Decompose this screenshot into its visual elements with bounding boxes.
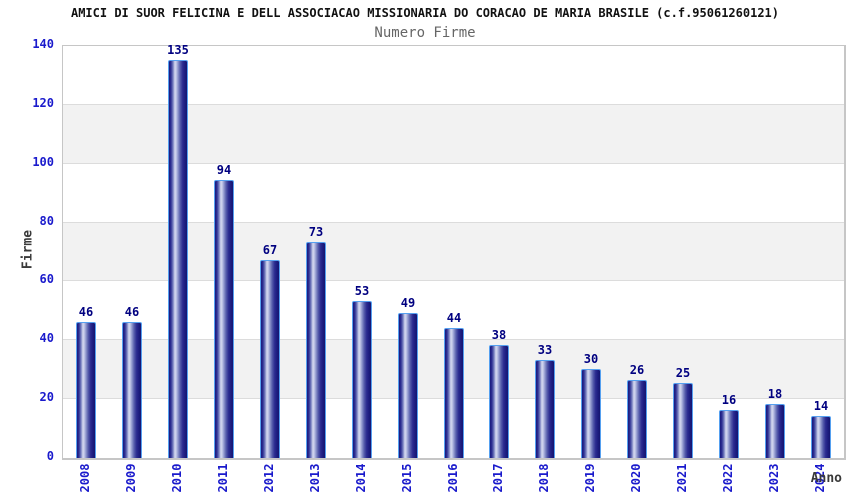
x-axis-title: Anno [810, 471, 842, 486]
bar-value-label: 49 [400, 296, 416, 310]
bar-value-label: 38 [491, 328, 507, 342]
plot-band [63, 104, 844, 164]
chart-title: AMICI DI SUOR FELICINA E DELL ASSOCIACAO… [70, 6, 779, 20]
bar-value-label: 30 [583, 352, 599, 366]
y-tick-label: 40 [39, 331, 54, 346]
bar [398, 313, 418, 458]
gridline [63, 163, 844, 164]
x-tick-label: 2015 [400, 463, 414, 493]
x-tick-label: 2021 [675, 463, 689, 493]
y-tick-label: 0 [46, 449, 54, 463]
bar-value-label: 26 [629, 363, 645, 377]
bar-value-label: 44 [446, 311, 462, 325]
y-tick-label: 20 [39, 390, 54, 405]
bar-value-label: 25 [675, 366, 691, 380]
x-tick-label: 2022 [721, 463, 735, 493]
chart-subtitle: Numero Firme [374, 25, 476, 41]
bar-value-label: 67 [262, 243, 278, 257]
y-axis-ticks: 0 20 40 60 80 100 120 140 [0, 37, 54, 463]
bar [260, 260, 280, 458]
y-tick-label: 140 [32, 37, 54, 51]
bar [168, 60, 188, 458]
x-tick-label: 2020 [629, 463, 643, 493]
bar [535, 360, 555, 458]
x-axis-ticks: 2008 2009 2010 2011 2012 2013 2014 2015 2016 2017… [62, 459, 843, 500]
plot-area: 46 46 135 94 67 73 53 49 44 38 33 30 26 25 16 18 14 [62, 43, 846, 460]
x-tick-label: 2009 [124, 463, 138, 493]
bar [673, 383, 693, 458]
bar [214, 180, 234, 458]
x-tick-label: 2012 [262, 463, 276, 493]
y-tick-label: 80 [39, 213, 54, 228]
bar [719, 410, 739, 458]
x-tick-label: 2023 [767, 463, 781, 493]
bar-value-label: 33 [537, 343, 553, 357]
bar [76, 322, 96, 458]
bar [122, 322, 142, 458]
x-tick-label: 2018 [537, 463, 551, 493]
x-tick-label: 2016 [446, 463, 460, 493]
bar [489, 345, 509, 458]
bar [811, 416, 831, 458]
bar [581, 369, 601, 458]
bar-value-label: 16 [721, 393, 737, 407]
x-tick-label: 2008 [78, 463, 92, 493]
bar [306, 242, 326, 458]
bar-value-label: 46 [78, 305, 94, 319]
x-tick-label: 2013 [308, 463, 322, 493]
gridline [63, 222, 844, 223]
bar [444, 328, 464, 458]
y-tick-label: 60 [39, 272, 54, 287]
bar-value-label: 94 [216, 163, 232, 177]
y-tick-label: 100 [32, 154, 54, 169]
bar-value-label: 53 [354, 284, 370, 298]
bar-value-label: 73 [308, 225, 324, 239]
bar-value-label: 18 [767, 387, 783, 401]
bar-value-label: 135 [167, 43, 189, 57]
y-tick-label: 120 [32, 95, 54, 110]
x-tick-label: 2011 [216, 463, 230, 493]
x-tick-label: 2010 [170, 463, 184, 493]
plot-band [63, 222, 844, 282]
x-tick-label: 2014 [354, 463, 368, 493]
plot-band [63, 46, 844, 105]
gridline [63, 104, 844, 105]
gridline [63, 280, 844, 281]
bar-value-label: 46 [124, 305, 140, 319]
x-tick-label: 2019 [583, 463, 597, 493]
bar [765, 404, 785, 458]
bar-value-label: 14 [813, 399, 829, 413]
bar [627, 380, 647, 458]
plot-band [63, 163, 844, 223]
x-tick-label: 2017 [491, 463, 505, 493]
bar [352, 301, 372, 458]
